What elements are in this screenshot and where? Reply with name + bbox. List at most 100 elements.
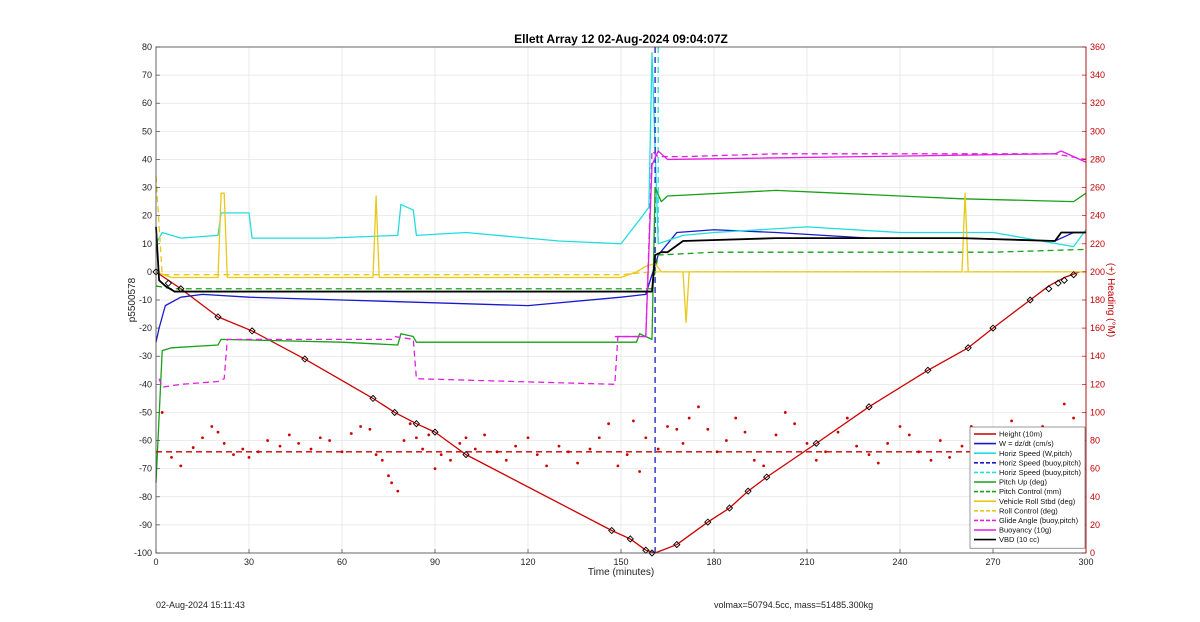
heading-point (566, 450, 570, 454)
series-layer (152, 47, 1087, 557)
heading-point (824, 450, 827, 454)
heading-point (201, 436, 204, 440)
height-marker (763, 473, 771, 481)
x-tick-label: 150 (613, 557, 628, 567)
y2-tick-label: 140 (1090, 351, 1105, 361)
heading-point (917, 450, 920, 454)
legend-entry: Horiz Speed (W,pitch) (999, 449, 1072, 458)
y2-tick-label: 320 (1090, 98, 1105, 108)
y-tick-label: -10 (139, 295, 152, 305)
heading-point (774, 433, 778, 437)
y2-tick-label: 340 (1090, 70, 1105, 80)
y2-tick-label: 360 (1090, 42, 1105, 52)
legend: Height (10m)W = dz/dt (cm/s)Horiz Speed … (969, 426, 1086, 549)
heading-point (374, 453, 378, 457)
buoyancy-10g-line (614, 150, 1087, 338)
heading-point (464, 436, 468, 440)
legend-entry: Buoyancy (10g) (999, 526, 1052, 535)
y-tick-label: 60 (142, 98, 152, 108)
heading-point (1010, 419, 1013, 423)
heading-point (588, 447, 592, 451)
heading-point (191, 446, 195, 449)
heading-point (368, 427, 372, 431)
ticks-layer: 0 30 60 90 120 150 180 210 240 270 300-100-90-80-7… (134, 42, 1105, 567)
legend-entry: Pitch Up (deg) (999, 478, 1047, 487)
heading-point (216, 430, 220, 434)
legend-entry: Roll Control (deg) (999, 506, 1058, 515)
x-tick-label: 210 (799, 557, 814, 567)
heading-point (278, 444, 282, 448)
height-marker (412, 420, 421, 428)
y2-tick-label: 0 (1090, 548, 1095, 558)
y2-tick-label: 180 (1090, 295, 1105, 305)
heading-point (390, 481, 393, 485)
y-tick-label: 40 (142, 154, 152, 164)
heading-point (938, 439, 942, 442)
heading-point (625, 453, 629, 457)
y2-tick-label: 80 (1090, 436, 1100, 446)
legend-entry: Horiz Speed (buoy,pitch) (999, 458, 1081, 467)
y-tick-label: -80 (139, 492, 152, 502)
x-tick-label: 270 (985, 557, 1000, 567)
heading-point (805, 441, 809, 445)
y-tick-label: 50 (142, 126, 152, 136)
heading-point (309, 447, 313, 451)
height-marker (462, 450, 470, 459)
height-10m-line (155, 271, 1081, 554)
heading-point (160, 411, 164, 414)
heading-point (783, 411, 787, 414)
heading-point (725, 439, 728, 442)
x-tick-label: 300 (1078, 557, 1093, 567)
heading-point (706, 427, 710, 431)
heading-point (644, 436, 648, 440)
height-marker (626, 535, 634, 543)
heading-point (697, 405, 700, 409)
glide-angle-buoy-pitch-line (158, 150, 1087, 388)
heading-point (715, 450, 719, 454)
height-marker (301, 355, 309, 363)
heading-point (948, 456, 951, 459)
heading-point (876, 461, 880, 465)
y2-tick-label: 160 (1090, 323, 1105, 333)
y-tick-label: 0 (147, 267, 152, 277)
y2-tick-label: 260 (1090, 183, 1105, 193)
heading-point (656, 447, 660, 451)
grid (155, 46, 1087, 554)
legend-entry: Pitch Control (mm) (999, 487, 1062, 496)
heading-point (483, 433, 486, 437)
height-marker (391, 408, 399, 417)
height-marker (1060, 276, 1068, 284)
heading-point (473, 447, 477, 451)
heading-point (349, 432, 353, 435)
heading-point (210, 425, 214, 428)
x-tick-label: 180 (706, 557, 721, 567)
chart-title: Ellett Array 12 02-Aug-2024 09:04:07Z (514, 32, 728, 46)
heading-point (179, 464, 183, 468)
heading-point (675, 427, 679, 431)
height-marker (369, 394, 377, 403)
legend-entry: VBD (10 cc) (999, 535, 1040, 544)
heading-point (886, 441, 889, 445)
y2-tick-label: 220 (1090, 239, 1105, 249)
y-tick-label: -20 (139, 323, 152, 333)
heading-point (855, 444, 858, 448)
heading-point (867, 453, 871, 457)
x-axis-label: Time (minutes) (588, 567, 654, 578)
heading-point (898, 425, 902, 428)
heading-point (328, 439, 331, 442)
height-marker (812, 439, 820, 448)
heading-point (687, 416, 691, 420)
heading-point (752, 458, 756, 462)
height-marker (248, 327, 256, 335)
heading-point (545, 464, 548, 468)
heading-point (814, 458, 818, 462)
y2-tick-label: 20 (1090, 520, 1100, 530)
heading-point (526, 436, 530, 440)
legend-entry: Glide Angle (buoy,pitch) (999, 516, 1079, 525)
heading-point (408, 422, 412, 426)
heading-point (557, 444, 561, 448)
heading-point (632, 419, 635, 423)
y2-tick-label: 100 (1090, 407, 1105, 417)
x-tick-label: 30 (244, 557, 254, 567)
heading-point (359, 425, 362, 428)
